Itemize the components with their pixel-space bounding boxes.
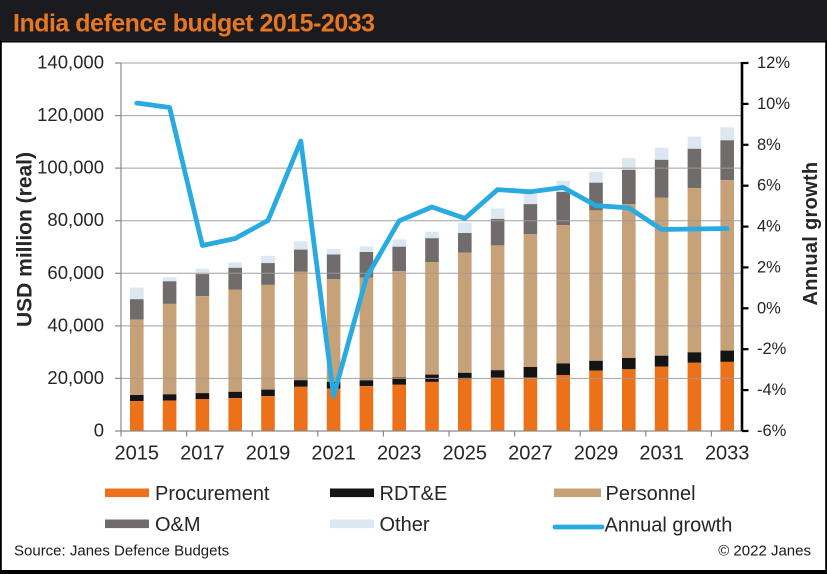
svg-text:40,000: 40,000 (47, 314, 104, 335)
svg-text:8%: 8% (757, 136, 781, 154)
svg-text:6%: 6% (757, 177, 781, 195)
svg-text:0%: 0% (757, 299, 781, 317)
svg-text:RDT&E: RDT&E (380, 483, 448, 505)
svg-text:-4%: -4% (757, 381, 787, 399)
svg-text:O&M: O&M (155, 514, 201, 536)
svg-text:12%: 12% (757, 54, 790, 72)
svg-text:India defence budget 2015-2033: India defence budget 2015-2033 (13, 10, 375, 38)
svg-text:2023: 2023 (377, 443, 422, 465)
svg-text:60,000: 60,000 (47, 262, 104, 283)
svg-text:120,000: 120,000 (37, 104, 104, 125)
svg-text:2017: 2017 (180, 443, 225, 465)
svg-text:4%: 4% (757, 218, 781, 236)
svg-text:-2%: -2% (757, 340, 787, 358)
svg-text:Annual growth: Annual growth (605, 515, 733, 537)
svg-text:2031: 2031 (639, 443, 684, 465)
svg-text:2029: 2029 (574, 443, 619, 465)
svg-text:© 2022 Janes: © 2022 Janes (718, 543, 811, 560)
svg-text:-6%: -6% (757, 422, 787, 440)
svg-text:Other: Other (380, 514, 430, 536)
svg-text:2027: 2027 (508, 443, 553, 465)
svg-text:Annual growth: Annual growth (800, 162, 822, 306)
svg-text:80,000: 80,000 (47, 209, 104, 230)
svg-text:2019: 2019 (246, 443, 291, 465)
svg-text:2%: 2% (757, 258, 781, 276)
svg-text:2025: 2025 (443, 443, 488, 465)
svg-text:Source: Janes Defence Budgets: Source: Janes Defence Budgets (14, 543, 229, 560)
svg-text:100,000: 100,000 (37, 157, 104, 178)
svg-text:2033: 2033 (705, 443, 750, 465)
svg-text:Procurement: Procurement (155, 483, 270, 505)
svg-text:20,000: 20,000 (47, 367, 104, 388)
svg-text:2021: 2021 (311, 443, 356, 465)
svg-text:10%: 10% (757, 95, 790, 113)
svg-text:USD million (real): USD million (real) (14, 152, 37, 327)
svg-text:Personnel: Personnel (606, 483, 696, 505)
svg-text:140,000: 140,000 (37, 52, 104, 73)
svg-text:0: 0 (94, 420, 104, 441)
svg-text:2015: 2015 (115, 443, 160, 465)
